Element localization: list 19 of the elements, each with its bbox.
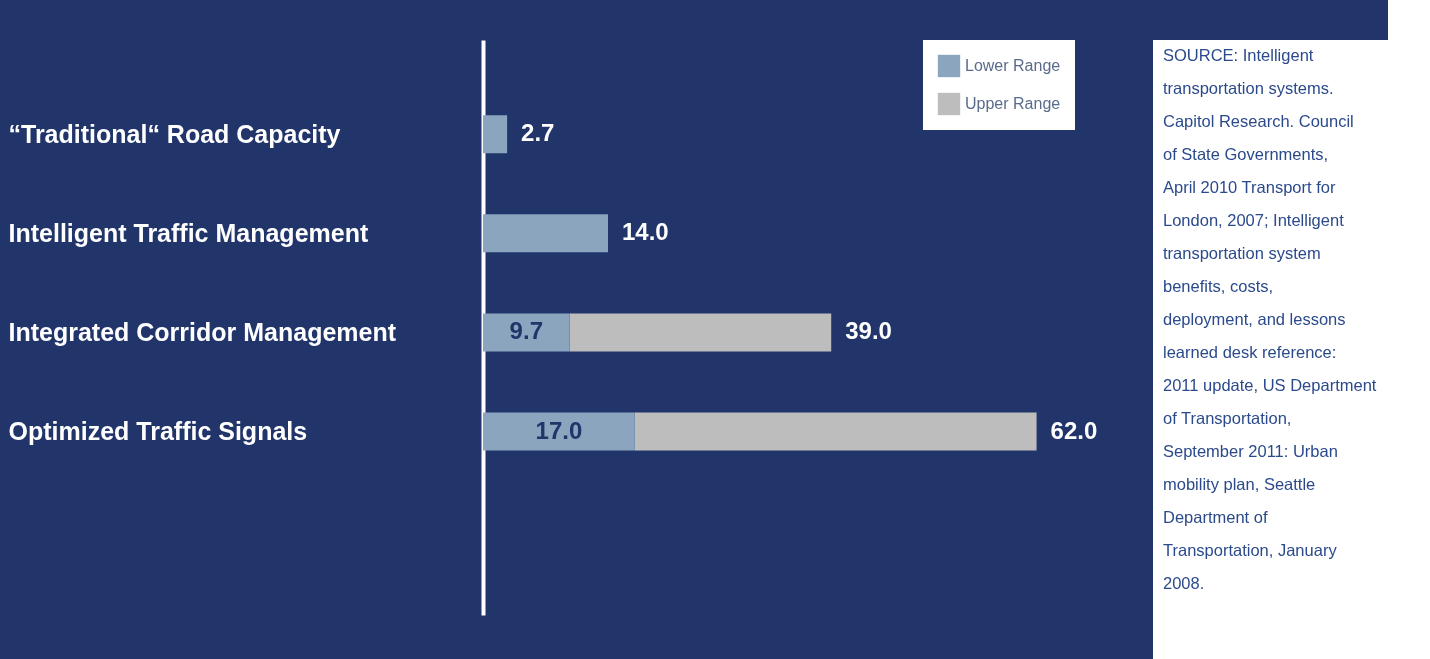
bar	[483, 214, 608, 253]
bar	[483, 412, 635, 451]
y-tick-label: Intelligent Traffic Management	[8, 218, 369, 247]
bar	[483, 115, 508, 154]
total-label: 62.0	[1050, 416, 1098, 444]
legend-label: Upper Range	[965, 95, 1061, 112]
bar	[634, 412, 1037, 451]
data-label: 17.0	[535, 416, 583, 444]
bar	[483, 313, 570, 352]
data-label: 2.7	[521, 119, 555, 147]
data-label: 9.7	[509, 317, 543, 345]
y-tick-label: Integrated Corridor Management	[8, 317, 397, 346]
y-tick-label: Optimized Traffic Signals	[8, 417, 308, 446]
data-label: 14.0	[622, 218, 669, 246]
y-tick-label: “Traditional“ Road Capacity	[8, 119, 341, 148]
bar	[569, 313, 832, 352]
total-label: 39.0	[845, 317, 892, 345]
text: SOURCE: Intelligent transportation systems. Capitol Research. Council of State Governments, April 2010 Transport for London, 2007; Intelligent transportation system benefits, costs, deployment, and lessons learned desk reference: 2011 update, US Department of Transportation, September 2011: Urban mobility plan, Seattle Department of Transportation, January 2008.	[1163, 46, 1377, 592]
legend-label: Lower Range	[965, 57, 1061, 74]
